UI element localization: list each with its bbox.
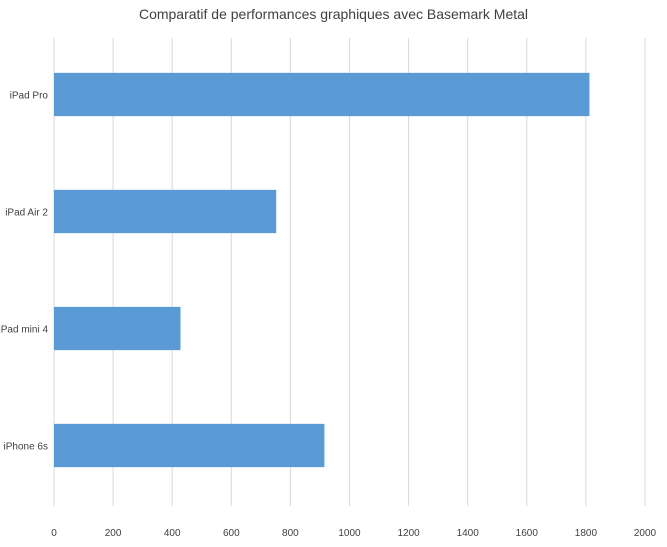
x-tick-label: 200 (105, 528, 122, 539)
bar (54, 423, 325, 468)
x-tick-label: 1200 (397, 528, 420, 539)
chart-title: Comparatif de performances graphiques av… (138, 6, 529, 22)
x-tick-label: 600 (223, 528, 240, 539)
category-label: iPad Air 2 (5, 208, 48, 219)
x-tick-label: 400 (164, 528, 181, 539)
x-tick-label: 1800 (575, 528, 598, 539)
bar (54, 306, 181, 351)
bar (54, 189, 277, 234)
x-tick-label: 1000 (338, 528, 361, 539)
category-label: iPad Pro (10, 91, 49, 102)
x-tick-label: 1400 (457, 528, 480, 539)
category-label: iPad mini 4 (0, 325, 48, 336)
x-tick-label: 2000 (634, 528, 657, 539)
category-label: iPhone 6s (4, 442, 48, 453)
bar (54, 72, 590, 117)
x-tick-label: 0 (51, 528, 57, 539)
x-tick-label: 800 (282, 528, 299, 539)
x-tick-label: 1600 (516, 528, 539, 539)
